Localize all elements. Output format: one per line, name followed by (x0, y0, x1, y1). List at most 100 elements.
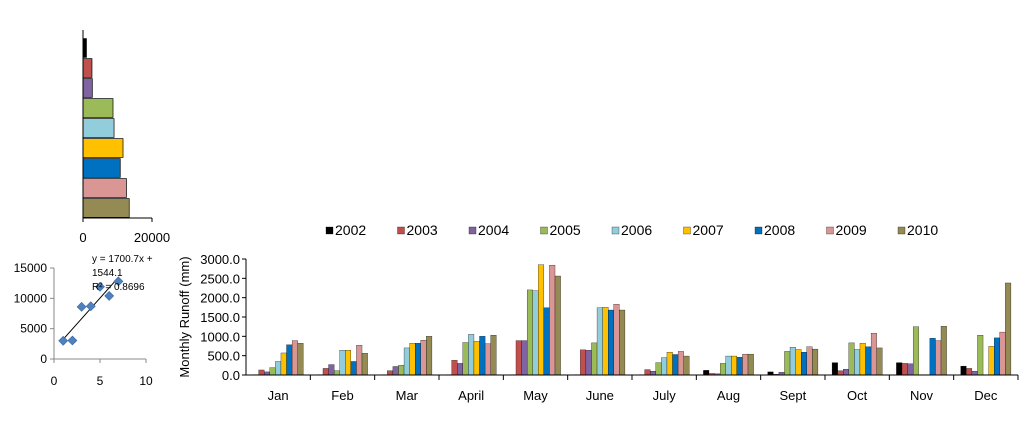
bar-2006-July (661, 357, 668, 376)
bar-2003-Oct (837, 370, 844, 376)
bar-2007-Feb (345, 350, 352, 376)
scatter-point-2 (76, 301, 87, 312)
bar-2005-June (591, 342, 598, 376)
scatter-point-6 (113, 276, 124, 287)
bar-2003-Dec (966, 368, 973, 376)
scatter-x-tick-label: 5 (97, 374, 104, 388)
legend-swatch-2005 (540, 226, 548, 235)
legend-label-2003: 2003 (407, 222, 438, 238)
bar-2004-Oct (843, 369, 849, 376)
bar-2004-Nov (907, 363, 914, 376)
monthly-runoff-chart: 0.0 500.0 1000.0 1500.0 2000.0 2500.0 3000.0 Ja… (177, 222, 1019, 403)
bar-2006-May (532, 290, 539, 376)
monthly-y-tick-label: 1000.0 (200, 329, 240, 344)
bar-2006-Sept (789, 347, 796, 376)
bar-2007-Dec (988, 346, 995, 376)
bar-2005-Jan (269, 367, 276, 376)
monthly-y-axis-label: Monthly Runoff (mm) (177, 256, 192, 377)
hbar-3 (82, 98, 114, 118)
hbar-6 (82, 158, 121, 178)
bar-2009-June (613, 304, 620, 376)
bar-2006-Oct (854, 349, 861, 376)
bar-2009-May (549, 265, 556, 376)
monthly-y-tick-label: 2500.0 (200, 271, 240, 286)
legend-swatch-2002 (325, 226, 334, 235)
scatter-point-0 (58, 335, 69, 346)
bar-2003-May (515, 340, 522, 376)
hbar-2 (82, 78, 93, 98)
bar-2007-Oct (859, 343, 866, 376)
bar-2004-Feb (328, 364, 335, 376)
hbar-4 (82, 118, 115, 138)
bar-2008-Oct (865, 346, 872, 376)
bar-2003-July (644, 369, 651, 376)
bar-2010-Sept (812, 348, 819, 376)
bar-2010-Nov (940, 326, 947, 376)
bar-2007-Sept (795, 349, 802, 376)
bar-2010-May (554, 275, 561, 376)
bar-2002-Oct (831, 362, 838, 376)
monthly-y-tick-label: 2000.0 (200, 291, 240, 306)
bar-2007-Mar (409, 343, 416, 376)
scatter-point-4 (95, 281, 105, 292)
bar-2008-Feb (350, 361, 357, 376)
hbar-8 (82, 198, 130, 218)
bar-2005-Sept (784, 351, 791, 376)
bar-2007-June (602, 307, 609, 376)
bar-2003-Feb (322, 368, 329, 376)
bar-2009-Aug (742, 353, 749, 376)
legend-swatch-2006 (611, 226, 620, 235)
legend-label-2010: 2010 (907, 222, 938, 238)
legend-label-2008: 2008 (764, 222, 795, 238)
bar-2008-May (543, 307, 550, 376)
legend-swatch-2004 (468, 226, 477, 235)
bar-2004-April (457, 363, 463, 376)
bar-2008-April (479, 336, 486, 376)
scatter-equation-line-0: y = 1700.7x + (92, 254, 153, 265)
bar-2008-Dec (994, 337, 1000, 376)
bar-2010-April (490, 335, 497, 376)
legend-label-2006: 2006 (621, 222, 652, 238)
hbar-0 (82, 38, 87, 58)
legend-swatch-2009 (826, 226, 834, 235)
scatter-x-tick-label: 10 (139, 374, 153, 388)
bar-2004-May (521, 340, 528, 376)
bar-2005-Aug (719, 363, 726, 376)
bar-2005-May (526, 289, 533, 376)
bar-2005-April (462, 342, 469, 376)
monthly-x-tick-label: Dec (974, 388, 998, 403)
legend-label-2002: 2002 (335, 222, 366, 238)
bar-2004-Dec (971, 370, 978, 376)
bar-2010-June (619, 309, 626, 376)
scatter-chart: 0 5000 10000 15000 0 5 10 y = 1700.7x + 1544.1 R²… (14, 254, 153, 388)
bar-2009-Nov (935, 340, 942, 376)
bar-2009-Jan (291, 340, 298, 376)
bar-2008-Jan (286, 344, 293, 376)
legend-swatch-2007 (683, 226, 691, 235)
bar-2003-Jan (258, 369, 265, 376)
hbar-x-tick-label: 20000 (134, 230, 170, 245)
scatter-y-tick-label: 0 (40, 352, 47, 366)
horizontal-bar-chart: 0 20000 (79, 30, 170, 245)
hbar-5 (82, 138, 124, 158)
bar-2003-April (451, 360, 458, 376)
bar-2008-Nov (929, 338, 936, 376)
bar-2007-May (538, 264, 545, 376)
bar-2004-Mar (392, 366, 399, 376)
bar-2005-Nov (912, 326, 919, 376)
monthly-y-tick-label: 3000.0 (200, 252, 240, 267)
bar-2006-Mar (403, 347, 410, 376)
monthly-y-tick-label: 1500.0 (200, 310, 240, 325)
hbar-1 (82, 58, 93, 78)
scatter-point-3 (85, 301, 96, 312)
bar-2007-April (473, 341, 480, 376)
bar-2010-Jan (297, 343, 304, 376)
bar-2009-April (484, 343, 491, 376)
monthly-x-tick-label: Sept (779, 388, 806, 403)
hbar-x-tick-label: 0 (79, 230, 86, 245)
bar-2009-Sept (806, 346, 813, 376)
monthly-x-tick-label: May (523, 388, 548, 403)
bar-2002-Aug (703, 370, 710, 376)
monthly-x-tick-label: Mar (396, 388, 419, 403)
bar-2008-June (608, 309, 614, 376)
